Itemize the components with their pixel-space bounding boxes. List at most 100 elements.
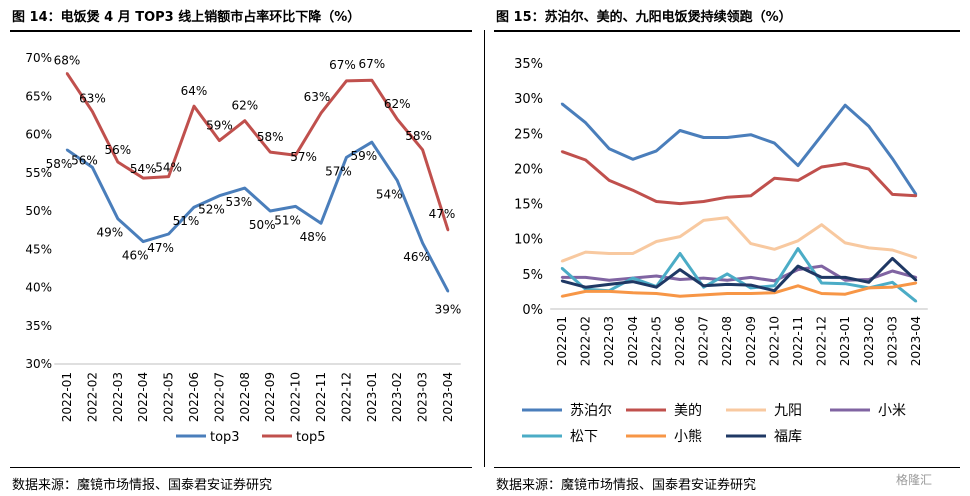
left-data-point-top5 (167, 175, 170, 178)
left-data-point-top3 (446, 290, 450, 293)
right-data-point-美的 (796, 179, 800, 182)
left-x-tick-label: 2022-03 (111, 372, 125, 422)
right-data-point-福库 (726, 283, 729, 286)
left-data-label-top5: 56% (104, 143, 131, 157)
right-data-point-小熊 (914, 281, 918, 285)
right-data-point-苏泊尔 (560, 102, 564, 105)
right-x-tick-label: 2023-02 (862, 316, 876, 366)
left-data-label-top5: 54% (130, 162, 157, 176)
right-x-tick-label: 2022-08 (720, 316, 734, 366)
left-data-label-top3: 46% (122, 249, 149, 263)
right-data-point-小熊 (796, 284, 800, 288)
right-data-point-九阳 (584, 250, 587, 254)
left-y-tick-label: 45% (25, 242, 52, 256)
right-data-point-九阳 (820, 223, 823, 226)
right-data-point-九阳 (749, 242, 752, 245)
left-data-label-top3: 47% (147, 241, 174, 255)
left-data-label-top5: 63% (79, 92, 106, 106)
right-data-point-美的 (891, 193, 894, 196)
left-data-label-top3: 51% (274, 213, 301, 227)
left-x-tick-label: 2022-09 (263, 372, 277, 422)
right-data-point-九阳 (631, 252, 634, 255)
right-data-point-小熊 (749, 292, 752, 295)
right-data-point-美的 (655, 200, 658, 203)
left-x-tick-label: 2022-11 (314, 372, 328, 422)
left-x-tick-label: 2022-07 (212, 372, 226, 422)
left-data-point-top5 (218, 139, 221, 142)
right-data-point-九阳 (796, 239, 800, 243)
right-data-point-福库 (631, 280, 634, 283)
left-data-point-top5 (294, 153, 297, 157)
right-x-tick-label: 2022-01 (555, 316, 569, 366)
right-data-point-九阳 (844, 241, 847, 245)
right-data-point-松下 (820, 281, 823, 285)
left-data-point-top5 (446, 228, 450, 232)
right-data-point-小熊 (584, 290, 587, 293)
right-x-tick-label: 2023-01 (838, 316, 852, 366)
left-source-note: 数据来源：魔镜市场情报、国泰君安证券研究 (12, 478, 273, 493)
right-data-point-小熊 (726, 292, 729, 295)
right-x-tick-label: 2023-04 (909, 316, 923, 366)
left-x-tick-label: 2022-12 (339, 372, 353, 422)
right-data-point-九阳 (914, 256, 918, 259)
right-x-tick-label: 2022-10 (767, 316, 781, 366)
right-data-point-小米 (560, 276, 564, 279)
right-data-point-福库 (584, 286, 587, 289)
left-data-label-top3: 56% (71, 153, 98, 167)
right-data-point-美的 (702, 200, 705, 203)
left-data-label-top3: 57% (325, 164, 352, 178)
right-data-point-小熊 (867, 286, 870, 290)
right-data-point-松下 (631, 276, 634, 280)
left-data-label-top3: 53% (225, 195, 252, 209)
left-data-point-top3 (345, 156, 348, 159)
right-data-point-福库 (891, 257, 894, 260)
left-data-label-top3: 58% (46, 157, 73, 171)
right-data-point-福库 (844, 276, 847, 279)
right-data-point-苏泊尔 (773, 141, 776, 145)
left-data-point-top3 (142, 240, 145, 243)
right-series-line-小熊 (561, 281, 917, 298)
left-data-point-top5 (370, 78, 373, 82)
left-legend-label-top5: top5 (296, 430, 326, 445)
left-data-point-top3 (370, 140, 373, 144)
right-data-point-美的 (608, 179, 611, 182)
left-y-tick-label: 70% (25, 51, 52, 65)
right-data-point-美的 (773, 177, 776, 180)
left-y-tick-label: 50% (25, 204, 52, 218)
right-series-line-苏泊尔 (561, 102, 918, 196)
left-x-tick-label: 2022-04 (136, 372, 150, 422)
right-data-point-九阳 (891, 248, 894, 252)
left-y-tick-label: 55% (25, 166, 52, 180)
left-data-label-top5: 47% (429, 207, 456, 221)
left-data-label-top3: 50% (249, 218, 276, 232)
right-data-point-美的 (726, 196, 729, 199)
right-y-tick-label: 25% (514, 127, 543, 142)
right-data-point-美的 (844, 162, 847, 165)
right-data-point-美的 (749, 194, 752, 198)
left-x-tick-label: 2022-05 (162, 372, 176, 422)
left-data-point-top3 (319, 222, 323, 225)
left-data-label-top3: 48% (300, 230, 327, 244)
right-data-point-小熊 (560, 295, 564, 298)
left-x-tick-label: 2022-10 (289, 372, 303, 422)
right-data-point-松下 (749, 286, 752, 290)
left-data-label-top5: 59% (206, 119, 233, 133)
right-data-point-苏泊尔 (796, 164, 800, 167)
right-data-point-松下 (844, 282, 847, 285)
left-series-line-top3 (66, 140, 450, 292)
right-data-point-小熊 (773, 291, 776, 295)
right-x-tick-label: 2023-03 (885, 316, 899, 366)
left-x-tick-label: 2023-04 (441, 372, 455, 422)
right-data-point-九阳 (608, 252, 611, 255)
right-data-point-苏泊尔 (820, 134, 823, 137)
right-data-point-福库 (702, 284, 705, 288)
right-data-point-苏泊尔 (891, 157, 894, 160)
left-data-label-top3: 49% (96, 226, 123, 240)
right-legend-label-苏泊尔: 苏泊尔 (570, 403, 612, 419)
right-data-point-松下 (773, 284, 776, 288)
right-data-point-小米 (844, 278, 847, 282)
left-data-point-top3 (91, 166, 94, 169)
left-data-point-top5 (345, 79, 348, 83)
right-data-point-福库 (914, 278, 918, 282)
left-data-label-top5: 57% (290, 150, 317, 164)
